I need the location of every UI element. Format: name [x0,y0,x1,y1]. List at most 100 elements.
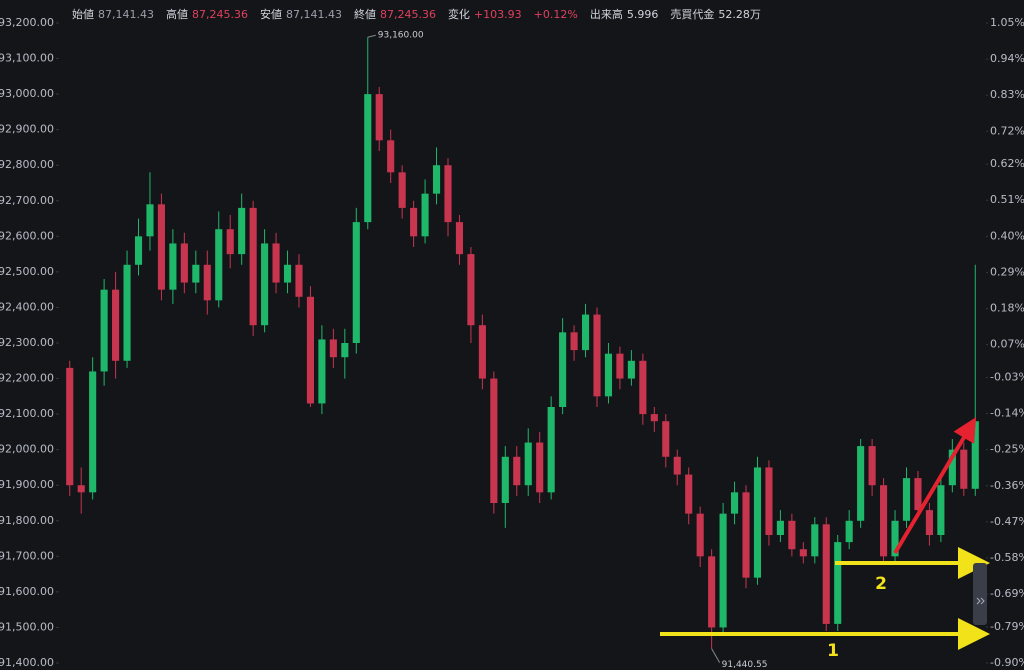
candle-body [203,264,211,301]
candle-body [283,264,292,283]
y2-tick-label: 0.18% [990,302,1024,315]
candle-body [398,172,406,208]
candle-body [364,94,372,223]
y-tick-label: 92,500.00 [0,265,54,278]
candle-body [306,296,314,404]
candle-body [627,360,635,379]
y-tick-label: 92,200.00 [0,372,54,385]
candle-body [960,449,968,489]
candle-body [123,264,131,361]
candle-body [375,94,383,141]
y2-tick-label: -0.69% [990,587,1024,600]
candle-body [318,339,326,404]
candle-body [650,414,658,422]
y2-tick-label: 0.83% [990,88,1024,101]
candle-body [788,520,796,550]
high-leader [367,34,376,38]
header-value: 87,141.43 [98,8,154,21]
y2-tick-label: -0.03% [990,370,1024,383]
candle-body [77,485,85,493]
header-label: 安値 [260,7,282,21]
candle-body [559,332,567,407]
header-value: 52.28万 [718,8,761,21]
y2-tick-label: -0.58% [990,551,1024,564]
candle-body [524,442,532,486]
y2-tick-label: 0.62% [990,157,1024,170]
marker-label: 1 [827,641,839,661]
candle-body [925,510,933,535]
candle-body [421,193,429,237]
candle-body [226,229,234,255]
y2-tick-label: -0.36% [990,479,1024,492]
y-tick-label: 91,600.00 [0,585,54,598]
candle-body [616,353,624,379]
y-tick-label: 92,100.00 [0,407,54,420]
candle-body [673,456,681,475]
candle-body [180,243,188,283]
low-label: 91,440.55 [722,660,768,670]
candle-body [215,229,223,301]
y2-tick-label: 0.94% [990,52,1024,65]
y2-tick-label: -0.25% [990,443,1024,456]
y2-tick-label: 0.72% [990,124,1024,137]
candle-body [593,314,601,397]
candle-body [639,360,647,415]
candle-body [146,204,154,237]
candle-body [685,474,693,514]
candle-body [134,236,143,265]
y2-tick-label: 0.51% [990,193,1024,206]
candle-body [753,467,762,578]
candle-body [513,456,521,486]
header-value: 87,245.36 [380,8,436,21]
y-tick-label: 92,600.00 [0,229,54,242]
candle-body [249,207,257,326]
y-tick-label: 93,100.00 [0,52,54,65]
candle-body [891,520,899,557]
marker-label: 2 [875,574,887,594]
candle-body [604,353,613,397]
candle-body [731,492,739,514]
candle-body [971,421,979,489]
header-value: 87,245.36 [192,8,248,21]
candle-body [902,478,911,521]
candle-body [157,204,165,290]
candle-body [857,446,865,521]
y-tick-label: 91,500.00 [0,620,54,633]
candle-body [467,254,475,326]
header-label: 出来高 [590,7,623,21]
toggle-icon [976,597,985,605]
candle-body [765,467,773,535]
candle-body [868,446,876,486]
low-leader [711,648,721,663]
y2-tick-label: -0.90% [990,656,1024,669]
y2-tick-label: 0.40% [990,229,1024,242]
candle-body [490,378,498,503]
candle-body [238,207,246,255]
candle-body [948,449,956,486]
candle-body [581,314,590,351]
candle-body [776,520,784,535]
y-tick-label: 91,700.00 [0,549,54,562]
header-value: +103.93 [474,8,522,21]
candle-body [89,371,97,493]
candle-body [914,478,922,511]
y2-tick-label: 1.05% [990,16,1024,29]
candle-body [662,421,670,457]
y-tick-label: 91,400.00 [0,656,54,669]
y-tick-label: 92,700.00 [0,194,54,207]
candle-body [570,332,578,351]
candle-body [719,513,727,628]
side-panel-toggle[interactable] [973,563,987,625]
high-label: 93,160.00 [378,31,424,41]
y-tick-label: 92,800.00 [0,158,54,171]
candle-body [192,264,200,283]
y2-tick-label: -0.14% [990,407,1024,420]
candle-body [169,243,177,290]
header-label: 変化 [448,7,470,21]
y-tick-label: 92,900.00 [0,123,54,136]
candle-body [112,289,120,361]
y2-tick-label: 0.07% [990,338,1024,351]
header-value: 5.996 [627,8,659,21]
